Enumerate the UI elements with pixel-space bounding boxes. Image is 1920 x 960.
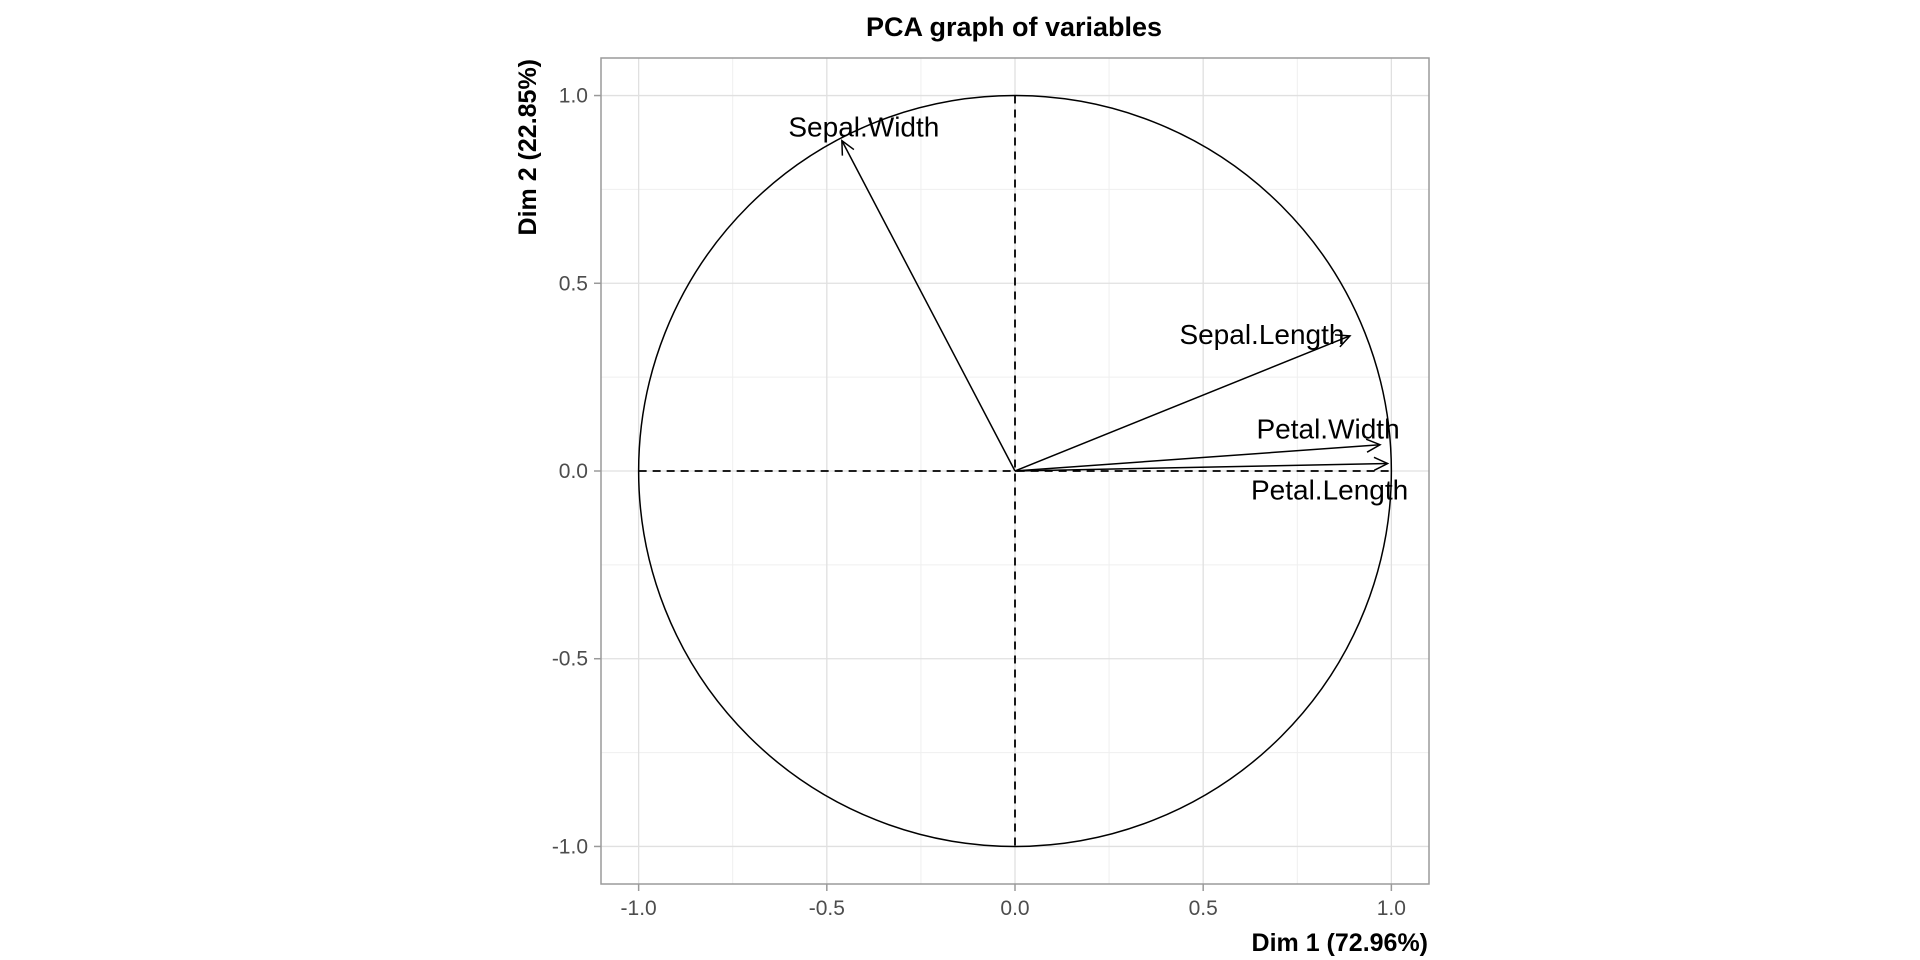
variable-label: Petal.Width [1256, 414, 1399, 445]
arrow-shaft [1014, 443, 1381, 472]
variable-label: Petal.Length [1251, 474, 1408, 505]
y-axis-title: Dim 2 (22.85%) [514, 59, 542, 235]
axis-ticks: -1.0 -0.5 0.0 0.5 1.0 -1.0 -0.5 0.0 0.5 1.0 [552, 85, 1406, 920]
x-tick-label: -1.0 [621, 897, 657, 920]
x-tick-label: 1.0 [1377, 897, 1406, 920]
y-tick-label: -0.5 [552, 648, 588, 671]
arrow-sepal-width [841, 139, 1016, 472]
arrow-head [1334, 334, 1352, 348]
variable-arrows [841, 139, 1390, 472]
variable-label: Sepal.Width [788, 112, 939, 143]
x-axis-title: Dim 1 (72.96%) [1252, 929, 1428, 957]
y-tick-label: 0.0 [559, 460, 588, 483]
chart-title: PCA graph of variables [866, 12, 1162, 42]
y-tick-label: 1.0 [559, 85, 588, 108]
x-tick-label: -0.5 [809, 897, 845, 920]
variable-labels: Sepal.Width Sepal.Length Petal.Width Petal.… [788, 112, 1408, 506]
x-tick-label: 0.0 [1000, 897, 1029, 920]
arrow-shaft [841, 140, 1016, 472]
arrow-head [1365, 438, 1382, 453]
arrow-petal-length [1014, 456, 1390, 472]
unit-circle [637, 94, 1393, 848]
arrow-shaft [1014, 335, 1351, 472]
y-tick-label: 0.5 [559, 272, 588, 295]
variable-label: Sepal.Length [1179, 319, 1344, 350]
arrow-petal-width [1014, 438, 1382, 472]
y-tick-label: -1.0 [552, 835, 588, 858]
arrow-shaft [1014, 462, 1388, 472]
arrow-sepal-length [1014, 334, 1352, 472]
arrow-head [1373, 456, 1390, 471]
correlation-circle [637, 94, 1393, 848]
x-tick-label: 0.5 [1189, 897, 1218, 920]
arrow-head [841, 139, 855, 156]
